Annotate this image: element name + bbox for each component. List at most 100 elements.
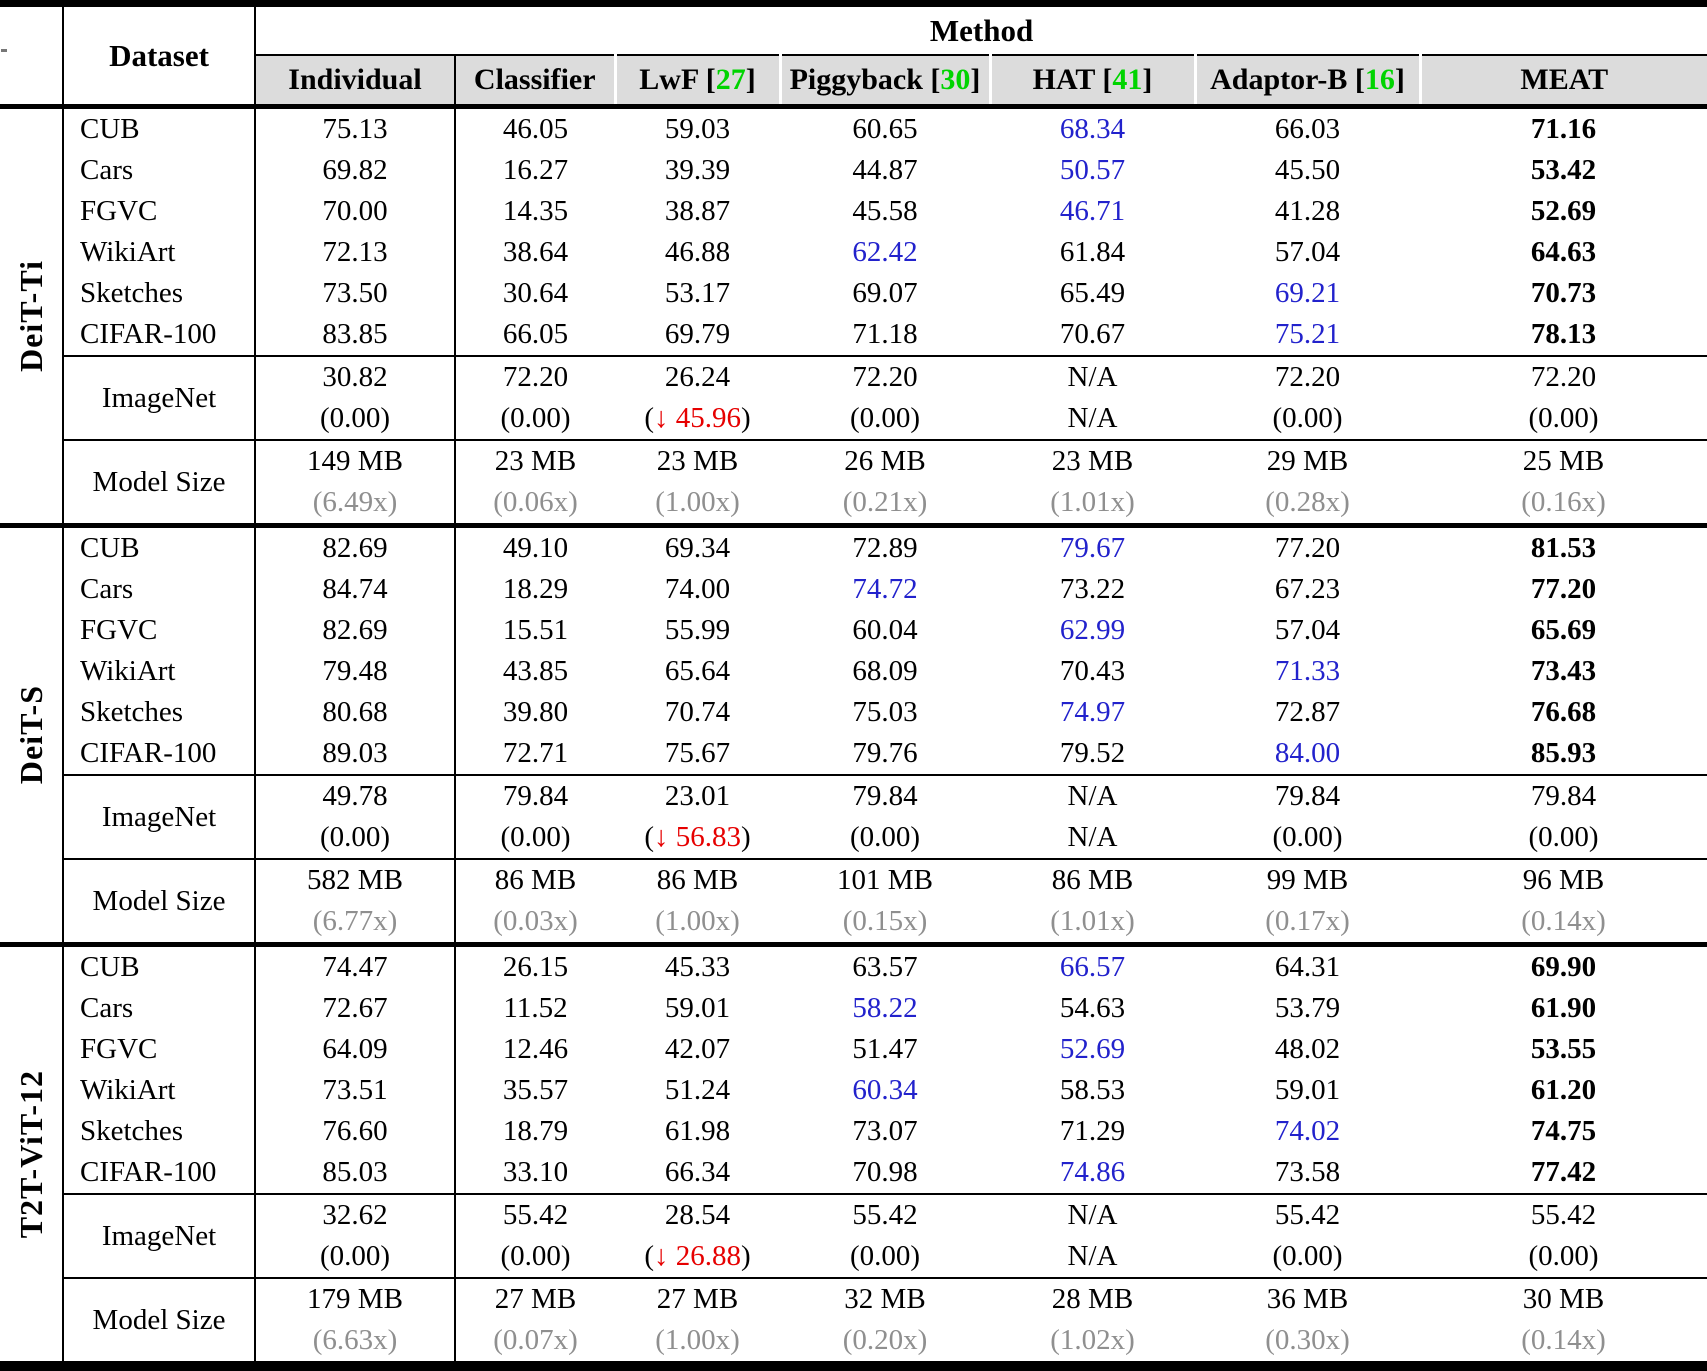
- dataset-name: CUB: [63, 947, 256, 988]
- dataset-name: Sketches: [63, 692, 256, 733]
- value-cell: 69.34: [664, 532, 731, 564]
- column-header-adaptor-b: Adaptor-B [16]: [1193, 55, 1420, 104]
- value-cell: 55.42: [455, 1193, 615, 1236]
- value-cell: 77.20: [1530, 573, 1597, 605]
- model-size-row-top: Model Size 179 MB 27 MB 27 MB 32 MB 28 MB 36 M…: [0, 1277, 1707, 1361]
- rotated-model-name: DeiT-Ti: [13, 260, 49, 372]
- value-cell: (1.01x): [1050, 905, 1135, 937]
- value-cell: 46.71: [1059, 195, 1126, 227]
- value-cell: 27 MB: [615, 1277, 780, 1320]
- value-cell: 70.43: [1059, 655, 1126, 687]
- imagenet-row-bottom: (0.00) (0.00) (↓ 45.96) (0.00) N/A (0.00) (0.0…: [0, 398, 1707, 440]
- value-cell: 26.24: [615, 355, 780, 398]
- value-cell: 73.43: [1530, 655, 1597, 687]
- stray-mark: [1, 49, 7, 52]
- model-label-deit-ti: DeiT-Ti: [0, 109, 64, 523]
- dataset-row-cifar-100: CIFAR-100 89.03 72.71 75.67 79.76 79.52 84.00 8…: [0, 733, 1707, 775]
- value-cell: 53.55: [1530, 1033, 1597, 1065]
- value-cell: 23.01: [615, 774, 780, 817]
- imagenet-row-top: ImageNet 30.82 72.20 26.24 72.20 N/A 72.20 72.2…: [0, 355, 1707, 440]
- value-cell: 48.02: [1274, 1033, 1341, 1065]
- value-cell: 68.34: [1059, 113, 1126, 145]
- corner-cell: [0, 7, 64, 104]
- dataset-row-cars: Cars 72.67 11.52 59.01 58.22 54.63 53.79 61.90: [0, 988, 1707, 1029]
- accuracy-drop: ↓ 26.88: [654, 1240, 741, 1272]
- value-cell: 86 MB: [455, 858, 615, 901]
- value-cell: 55.42: [1420, 1193, 1707, 1236]
- value-cell: 70.73: [1530, 277, 1597, 309]
- value-cell: (1.01x): [1050, 486, 1135, 518]
- value-cell: 73.07: [852, 1115, 918, 1147]
- value-cell: (0.00): [849, 402, 921, 434]
- value-cell: 84.74: [255, 569, 456, 610]
- model-size-row-bottom: (6.49x) (0.06x) (1.00x) (0.21x) (1.01x) (0.28…: [0, 482, 1707, 523]
- value-cell: 57.04: [1274, 614, 1341, 646]
- dataset-name: Sketches: [63, 273, 256, 314]
- value-cell: 75.13: [255, 109, 456, 150]
- value-cell: 33.10: [502, 1156, 569, 1188]
- value-cell: 77.42: [1530, 1156, 1597, 1188]
- value-cell: 30 MB: [1420, 1277, 1707, 1320]
- value-cell: 50.57: [1059, 154, 1126, 186]
- value-cell: 46.05: [502, 113, 569, 145]
- value-cell: (1.00x): [655, 1324, 740, 1356]
- column-header-individual: Individual: [255, 55, 455, 104]
- value-cell: 14.35: [502, 195, 569, 227]
- value-cell: (6.49x): [255, 482, 456, 523]
- value-cell: 71.33: [1274, 655, 1341, 687]
- value-cell: (0.00): [1272, 821, 1343, 853]
- value-cell: 60.34: [852, 1074, 918, 1106]
- value-cell: 76.60: [255, 1111, 456, 1152]
- value-cell: 69.82: [255, 150, 456, 191]
- value-cell: (0.17x): [1265, 905, 1350, 937]
- value-cell: (0.00): [1528, 1240, 1599, 1272]
- dataset-row-wikiart: WikiArt 73.51 35.57 51.24 60.34 58.53 59.01 61.…: [0, 1070, 1707, 1111]
- value-cell: 28.54: [615, 1193, 780, 1236]
- accuracy-drop: ↓ 56.83: [654, 821, 741, 853]
- value-cell: 75.03: [852, 696, 918, 728]
- value-cell: 78.13: [1530, 318, 1597, 350]
- dataset-row-wikiart: WikiArt 72.13 38.64 46.88 62.42 61.84 57.04 64.…: [0, 232, 1707, 273]
- value-cell: (0.00): [849, 821, 921, 853]
- dataset-name: FGVC: [63, 1029, 256, 1070]
- value-cell: 86 MB: [615, 858, 780, 901]
- column-header-hat: HAT [41]: [988, 55, 1195, 104]
- header-table: Dataset Method Individual Classifier LwF […: [0, 7, 1707, 104]
- value-cell: (0.20x): [842, 1324, 928, 1356]
- value-cell: 41.28: [1274, 195, 1341, 227]
- value-cell: 79.67: [1059, 532, 1126, 564]
- value-cell: 66.05: [502, 318, 569, 350]
- value-cell: 69.79: [664, 318, 731, 350]
- block-separator-rule: [0, 942, 1707, 947]
- value-cell: 35.57: [502, 1074, 569, 1106]
- value-cell: (0.14x): [1521, 905, 1606, 937]
- value-cell: 83.85: [255, 314, 456, 356]
- value-cell: 53.79: [1274, 992, 1341, 1024]
- model-block-t2t-vit-12: T2T-ViT-12 CUB 74.47 26.15 45.33 63.57 66.57 64…: [0, 947, 1707, 1361]
- method-group-header: Method: [255, 7, 1707, 56]
- dataset-name: Cars: [63, 988, 256, 1029]
- value-cell: 63.57: [852, 951, 918, 983]
- value-cell: 79.84: [1420, 774, 1707, 817]
- value-cell: 61.20: [1530, 1074, 1597, 1106]
- model-block-deit-s: DeiT-S CUB 82.69 49.10 69.34 72.89 79.67 77.20 8…: [0, 528, 1707, 942]
- value-cell: 72.87: [1274, 696, 1341, 728]
- value-cell: 62.99: [1059, 614, 1126, 646]
- value-cell: 74.02: [1274, 1115, 1341, 1147]
- imagenet-row-top: ImageNet 32.62 55.42 28.54 55.42 N/A 55.42 55.4…: [0, 1193, 1707, 1278]
- dataset-row-cifar-100: CIFAR-100 83.85 66.05 69.79 71.18 70.67 75.21 7…: [0, 314, 1707, 356]
- value-cell: 52.69: [1059, 1033, 1126, 1065]
- model-size-row-top: Model Size 582 MB 86 MB 86 MB 101 MB 86 MB 99 …: [0, 858, 1707, 942]
- value-cell: 18.79: [502, 1115, 569, 1147]
- value-cell: 58.22: [852, 992, 918, 1024]
- value-cell: (0.06x): [493, 486, 578, 518]
- value-cell: 28 MB: [990, 1277, 1195, 1320]
- imagenet-row-bottom: (0.00) (0.00) (↓ 26.88) (0.00) N/A (0.00) (0.0…: [0, 1236, 1707, 1278]
- value-cell: 29 MB: [1195, 439, 1420, 482]
- dataset-name: CIFAR-100: [63, 314, 256, 356]
- dataset-column-header: Dataset: [63, 7, 256, 104]
- value-cell: 79.48: [255, 651, 456, 692]
- value-cell: 84.00: [1274, 737, 1341, 769]
- value-cell: 70.67: [1059, 318, 1126, 350]
